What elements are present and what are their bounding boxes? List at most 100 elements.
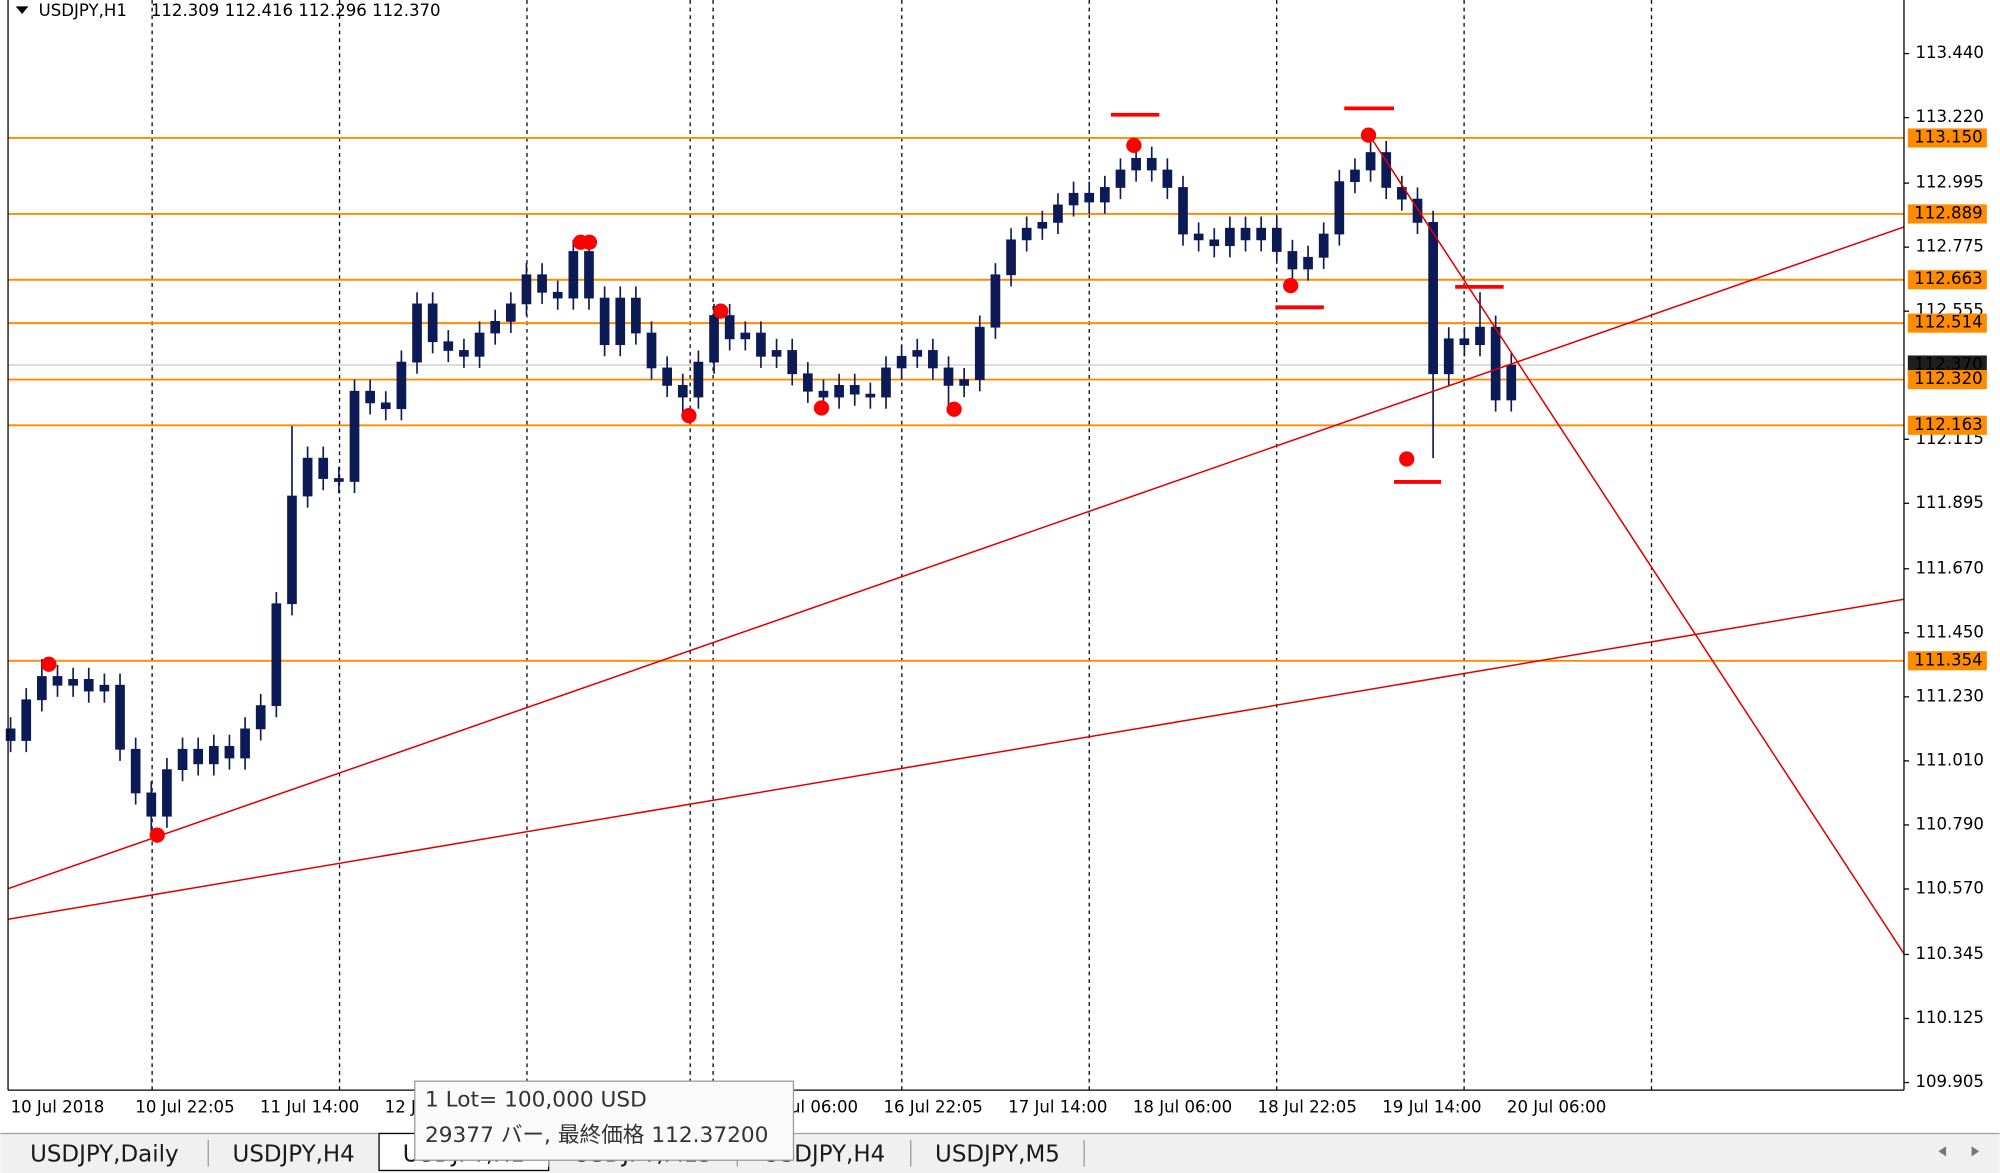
y-tick-label: 111.895	[1915, 493, 1984, 512]
candle-body	[1428, 222, 1438, 375]
candle-body	[1006, 239, 1016, 276]
tab[interactable]: USDJPY,H4	[233, 1142, 355, 1168]
candle-body	[68, 679, 78, 686]
level-box	[1907, 270, 1987, 290]
candle-body	[1146, 157, 1157, 171]
trendline[interactable]	[1367, 133, 1904, 955]
candle-body	[568, 251, 579, 299]
tab[interactable]: USDJPY,Daily	[30, 1142, 178, 1168]
level-label: 113.150	[1914, 127, 1982, 146]
candle-body	[1397, 187, 1407, 200]
tooltip-line: 29377 バー, 最終価格 112.37200	[425, 1123, 768, 1148]
swing-dot	[813, 400, 830, 416]
candle-body	[1178, 187, 1188, 235]
candle-body	[115, 684, 125, 750]
level-box	[1907, 370, 1987, 390]
candle-body	[928, 350, 938, 369]
level-box	[1907, 204, 1987, 224]
candle-body	[646, 332, 657, 369]
candle-body	[1053, 204, 1063, 223]
candle-body	[474, 332, 485, 357]
x-tick-label: 16 Jul 22:05	[883, 1097, 982, 1116]
candle-body	[1350, 169, 1360, 183]
scroll-right[interactable]	[1971, 1146, 1980, 1157]
candle-body	[912, 350, 923, 357]
candle-body	[1084, 192, 1095, 203]
candle-body	[974, 326, 985, 380]
time-grid	[151, 0, 1653, 1091]
candle-body	[459, 350, 469, 357]
candle-body	[427, 303, 438, 343]
candle-body	[99, 684, 110, 692]
candle-body	[1225, 227, 1235, 247]
candle-body	[959, 379, 969, 386]
x-tick-label: 10 Jul 22:05	[135, 1097, 234, 1116]
candle-body	[521, 274, 532, 305]
y-tick-label: 112.995	[1915, 173, 1984, 192]
candle-body	[146, 792, 157, 817]
level-label: 112.663	[1914, 269, 1982, 288]
candle-body	[1443, 338, 1454, 375]
candle-body	[1021, 227, 1032, 241]
candle-body	[1475, 326, 1485, 346]
menu-arrow[interactable]	[15, 6, 29, 15]
level-label: 112.320	[1914, 369, 1982, 388]
y-tick-label: 110.345	[1915, 944, 1984, 963]
y-tick-label: 111.230	[1915, 686, 1984, 705]
x-tick-label: 20 Jul 06:00	[1507, 1097, 1606, 1116]
candle-body	[865, 393, 876, 398]
x-tick-label: 11 Jul 14:00	[260, 1097, 359, 1116]
candle-body	[881, 367, 891, 398]
candle-body	[365, 390, 375, 404]
candle-body	[37, 676, 47, 701]
swing-dot	[1126, 137, 1142, 153]
candle-body	[1334, 181, 1345, 235]
candle-body	[443, 341, 454, 351]
candle-body	[709, 315, 719, 363]
tab[interactable]: USDJPY,M5	[935, 1142, 1060, 1168]
candle-body	[677, 385, 688, 398]
y-tick-label: 113.220	[1915, 107, 1984, 126]
trendline[interactable]	[8, 226, 1904, 890]
tooltip: 1 Lot= 100,000 USD 29377 バー, 最終価格 112.37…	[414, 1080, 795, 1161]
price-axis: 113.440113.220112.995112.775112.555112.1…	[1903, 43, 1987, 1091]
tooltip-line: 1 Lot= 100,000 USD	[425, 1087, 647, 1112]
candle-body	[1287, 251, 1298, 270]
candle-body	[771, 350, 782, 357]
swing-dot	[1360, 127, 1377, 143]
candle-body	[990, 274, 1001, 328]
tab-bar-bg	[0, 1133, 2000, 1173]
level-label: 112.514	[1914, 313, 1982, 332]
tab-bar: USDJPY,DailyUSDJPY,H4USDJPY,H1USDJPY,M15…	[0, 1132, 2000, 1173]
swing-points	[41, 127, 1415, 843]
level-box	[1907, 313, 1987, 333]
candle-body	[537, 274, 547, 293]
y-tick-label: 109.905	[1915, 1072, 1984, 1091]
candle-body	[584, 251, 594, 299]
candle-body	[255, 705, 266, 730]
candle-body	[162, 769, 172, 817]
swing-dot	[149, 827, 165, 843]
candle-body	[1209, 239, 1220, 247]
candle-body	[1115, 169, 1126, 188]
candle-body	[1381, 152, 1392, 188]
y-tick-label: 111.010	[1915, 750, 1984, 769]
candle-body	[1256, 227, 1267, 241]
candle-body	[21, 699, 32, 741]
trendline[interactable]	[8, 598, 1904, 921]
scroll-left[interactable]	[1938, 1146, 1947, 1157]
tooltip-box	[414, 1080, 795, 1161]
y-tick-label: 110.125	[1915, 1008, 1984, 1027]
candle-body	[1303, 256, 1313, 270]
candle-body	[740, 332, 751, 340]
candle-body	[724, 315, 735, 340]
candle-body	[834, 385, 844, 398]
candle-body	[552, 291, 563, 299]
last-price-label: 112.370	[1914, 355, 1982, 374]
candle-body	[302, 457, 313, 497]
candle-body	[83, 679, 94, 692]
candle-body	[896, 355, 907, 369]
symbol-title: USDJPY,H1	[39, 1, 127, 20]
